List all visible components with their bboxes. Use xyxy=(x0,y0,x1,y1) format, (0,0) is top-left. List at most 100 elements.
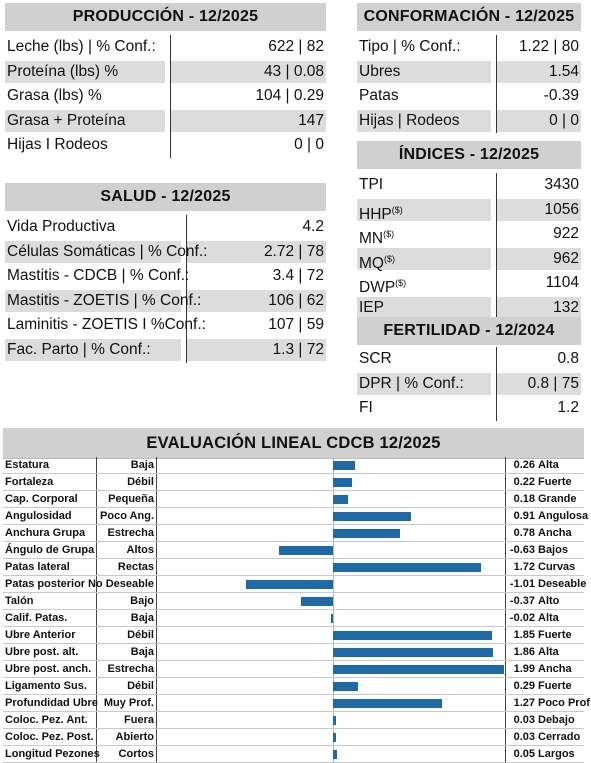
trait-bar xyxy=(333,495,349,504)
indices-row-label: MQ xyxy=(359,254,384,272)
conformacion-title: CONFORMACIÓN - 12/2025 xyxy=(357,3,581,31)
indices-row-label: DWP xyxy=(359,279,396,297)
conformacion-row-label: Patas xyxy=(359,87,399,105)
trait-value-label: 0.18 xyxy=(513,493,535,505)
trait-high-label: Fuerte xyxy=(538,629,572,641)
trait-row: Ubre post. anch. Estrecha 1.99 Ancha xyxy=(3,661,584,678)
trait-name: Patas posterior xyxy=(5,578,86,590)
conformacion-row-divider xyxy=(496,84,497,109)
trait-bar xyxy=(333,648,493,657)
salud-row-divider xyxy=(186,337,187,363)
salud-row-value: 4.2 xyxy=(302,218,324,235)
trait-name: Ubre Anterior xyxy=(5,629,76,641)
indices-row: HHP($) 1056 xyxy=(357,197,581,223)
trait-high-label: Bajos xyxy=(538,544,568,556)
fertilidad-row: FI 1.2 xyxy=(357,396,581,421)
trait-row-line xyxy=(3,609,584,610)
chart-title: EVALUACIÓN LINEAL CDCB 12/2025 xyxy=(3,428,584,459)
trait-low-label: Débil xyxy=(127,680,154,692)
trait-name: Ligamento Sus. xyxy=(5,680,87,692)
fertilidad-row-shade-left xyxy=(357,372,491,395)
trait-bar xyxy=(333,716,336,725)
trait-row: Ángulo de Grupa Altos -0.63 Bajos xyxy=(3,542,584,559)
produccion-row-value: 0 | 0 xyxy=(294,136,324,154)
fertilidad-row: SCR 0.8 xyxy=(357,347,581,372)
salud-row-label: Vida Productiva xyxy=(7,218,116,235)
indices-row-label-wrap: HHP($) xyxy=(359,198,403,223)
trait-name: Talón xyxy=(5,595,34,607)
trait-name: Cap. Corporal xyxy=(5,493,78,505)
indices-title: ÍNDICES - 12/2025 xyxy=(357,141,581,169)
conformacion-row-label: Hijas | Rodeos xyxy=(359,111,460,129)
indices-row: MQ($) 962 xyxy=(357,246,581,272)
indices-row-label-wrap: MQ($) xyxy=(359,247,395,272)
trait-row-line xyxy=(3,592,584,593)
trait-row-line xyxy=(3,490,584,491)
trait-row: Ubre Anterior Débil 1.85 Fuerte xyxy=(3,627,584,644)
salud-row-shade-right xyxy=(187,338,326,361)
trait-bar xyxy=(333,529,401,538)
trait-low-label: Baja xyxy=(130,646,154,658)
conformacion-row-divider xyxy=(496,35,497,60)
trait-value-label: 0.05 xyxy=(513,748,535,760)
fertilidad-row-label: FI xyxy=(359,399,373,417)
trait-row-line xyxy=(3,677,584,678)
produccion-row-label: Grasa (lbs) % xyxy=(7,87,102,105)
trait-bar xyxy=(246,580,333,589)
salud-row: Mastitis - CDCB | % Conf.: 3.4 | 72 xyxy=(5,264,326,289)
salud-title: SALUD - 12/2025 xyxy=(5,183,326,211)
trait-value-label: 0.78 xyxy=(513,527,535,539)
produccion-row-shade-left xyxy=(5,60,165,83)
trait-row: Patas posterior No Deseable -1.01 Deseable xyxy=(3,576,586,593)
trait-bar xyxy=(333,665,505,674)
conformacion-row-label: Tipo | % Conf.: xyxy=(359,38,461,55)
conformacion-panel: CONFORMACIÓN - 12/2025 Tipo | % Conf.: 1.… xyxy=(357,3,581,134)
trait-high-label: Largos xyxy=(538,748,575,760)
trait-bar xyxy=(278,546,333,555)
trait-low-label: Bajo xyxy=(130,595,154,607)
trait-row: Ligamento Sus. Débil 0.29 Fuerte xyxy=(3,678,584,695)
indices-row-superscript: ($) xyxy=(391,204,403,215)
fertilidad-row-value: 1.2 xyxy=(557,399,579,417)
trait-name: Longitud Pezones xyxy=(5,748,100,760)
produccion-row: Proteína (lbs) % 43 | 0.08 xyxy=(5,59,326,85)
indices-row-value: 3430 xyxy=(544,176,579,193)
salud-row-label: Fac. Parto | % Conf.: xyxy=(7,340,151,358)
fertilidad-row: DPR | % Conf.: 0.8 | 75 xyxy=(357,371,581,397)
indices-row-value: 1104 xyxy=(545,274,579,292)
salud-row-divider xyxy=(186,239,187,265)
salud-row-label: Células Somáticas | % Conf.: xyxy=(7,242,208,260)
fertilidad-panel: FERTILIDAD - 12/2024 SCR 0.8 DPR | % Conf.… xyxy=(357,317,581,421)
salud-panel: SALUD - 12/2025 Vida Productiva 4.2 Célula… xyxy=(5,183,326,363)
trait-high-label: Fuerte xyxy=(538,476,572,488)
trait-row: Ubre post. alt. Baja 1.86 Alta xyxy=(3,644,584,661)
produccion-row-label: Leche (lbs) | % Conf.: xyxy=(7,38,156,55)
salud-row-divider xyxy=(186,215,187,240)
trait-low-label: Muy Prof. xyxy=(103,697,154,709)
indices-row-value: 922 xyxy=(553,225,579,243)
produccion-row-divider xyxy=(170,35,171,60)
trait-low-label: Baja xyxy=(130,612,154,624)
trait-value-label: 1.86 xyxy=(513,646,535,658)
conformacion-row: Tipo | % Conf.: 1.22 | 80 xyxy=(357,35,581,60)
trait-name: Angulosidad xyxy=(5,510,72,522)
produccion-row-value: 147 xyxy=(298,111,324,129)
trait-name: Patas lateral xyxy=(5,561,70,573)
trait-value-label: 0.26 xyxy=(513,459,535,471)
linear-evaluation-chart: EVALUACIÓN LINEAL CDCB 12/2025 Estatura B… xyxy=(3,428,591,763)
trait-row-line xyxy=(3,694,584,695)
trait-value-label: 1.27 xyxy=(513,697,535,709)
trait-name: Coloc. Pez. Post. xyxy=(5,731,94,743)
conformacion-row-shade-left xyxy=(357,109,491,132)
trait-row: Talón Bajo -0.37 Alto xyxy=(3,593,584,610)
produccion-panel: PRODUCCIÓN - 12/2025 Leche (lbs) | % Con… xyxy=(5,3,326,158)
conformacion-row: Hijas | Rodeos 0 | 0 xyxy=(357,108,581,134)
indices-row-divider xyxy=(496,222,497,247)
trait-row: Estatura Baja 0.26 Alta xyxy=(3,457,584,474)
salud-row-shade-right xyxy=(187,240,326,263)
salud-row-shade-left xyxy=(5,240,181,263)
conformacion-row-value: 0 | 0 xyxy=(549,111,579,129)
trait-row-line xyxy=(3,541,584,542)
trait-row: Calif. Patas. Baja -0.02 Alta xyxy=(3,610,584,627)
fertilidad-row-divider xyxy=(496,371,497,397)
